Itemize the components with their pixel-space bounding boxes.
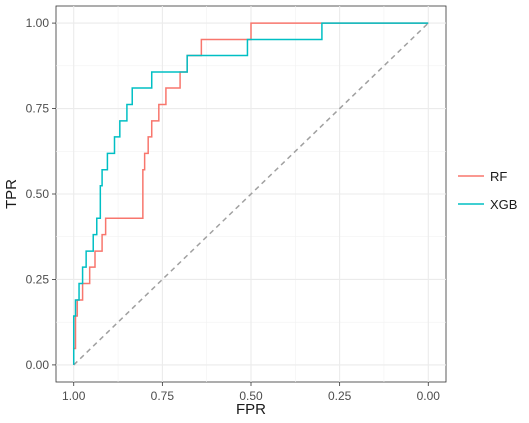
- x-tick-label: 0.25: [328, 389, 352, 403]
- reference-diagonal: [73, 22, 429, 366]
- y-tick-label: 0.75: [26, 102, 50, 116]
- legend-label-rf: RF: [490, 169, 507, 184]
- y-tick-label: 0.50: [26, 187, 50, 201]
- x-tick-label: 1.00: [62, 389, 86, 403]
- reference-line: [73, 22, 429, 366]
- y-tick-label: 0.25: [26, 272, 50, 286]
- x-tick-label: 0.75: [151, 389, 175, 403]
- x-axis-ticks: 1.00 0.75 0.50 0.25 0.00: [62, 382, 440, 403]
- y-tick-label: 1.00: [26, 16, 50, 30]
- y-tick-label: 0.00: [26, 358, 50, 372]
- legend: RF XGB: [458, 169, 517, 212]
- legend-label-xgb: XGB: [490, 197, 517, 212]
- x-tick-label: 0.00: [417, 389, 441, 403]
- series-lines: [72, 22, 429, 365]
- x-axis-title: FPR: [236, 401, 266, 418]
- y-axis-title: TPR: [3, 179, 20, 209]
- series-line-xgb: [72, 22, 429, 365]
- plot-panel: [55, 5, 447, 383]
- y-axis-ticks: 0.00 0.25 0.50 0.75 1.00: [26, 16, 56, 372]
- x-tick-label: 0.50: [239, 389, 263, 403]
